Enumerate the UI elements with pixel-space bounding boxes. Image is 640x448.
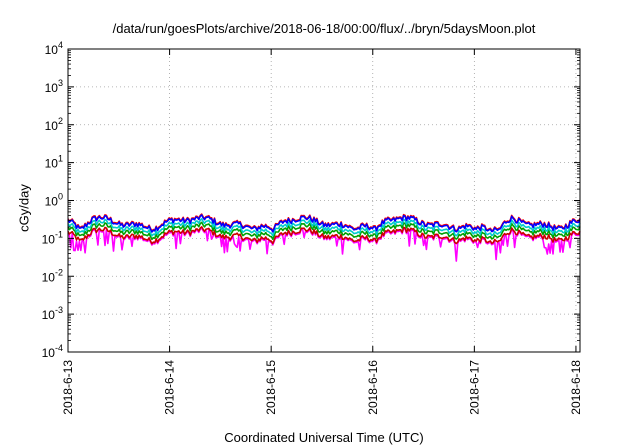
y-tick-label: 10-1 — [42, 229, 63, 246]
y-tick-label: 100 — [45, 192, 63, 209]
grid-lines — [68, 49, 580, 352]
y-tick-label: 104 — [45, 40, 63, 57]
series-lines — [67, 213, 581, 262]
axes — [67, 48, 581, 353]
x-tick-label: 2018-6-18 — [569, 360, 583, 415]
y-tick-label: 10-3 — [42, 305, 63, 322]
x-tick-label: 2018-6-16 — [366, 360, 380, 415]
x-tick-label: 2018-6-13 — [61, 360, 75, 415]
series-line — [67, 221, 581, 241]
y-tick-label: 10-2 — [42, 267, 63, 284]
x-tick-label: 2018-6-14 — [163, 360, 177, 415]
x-axis-label: Coordinated Universal Time (UTC) — [224, 430, 424, 445]
y-tick-label: 101 — [45, 154, 63, 171]
y-tick-label: 10-4 — [42, 343, 63, 360]
y-tick-label: 102 — [45, 116, 63, 133]
series-line — [67, 218, 581, 237]
series-line — [67, 214, 581, 233]
x-tick-label: 2018-6-17 — [467, 360, 481, 415]
chart-title: /data/run/goesPlots/archive/2018-06-18/0… — [112, 21, 536, 36]
y-tick-labels: 10-4 10-3 10-2 10-1 100 101 102 103 104 — [42, 40, 63, 360]
x-tick-label: 2018-6-15 — [264, 360, 278, 415]
x-tick-labels: 2018-6-13 2018-6-14 2018-6-15 2018-6-16 2018… — [61, 360, 583, 415]
series-line — [67, 226, 581, 245]
y-tick-label: 103 — [45, 78, 63, 95]
plot-frame — [67, 48, 581, 353]
